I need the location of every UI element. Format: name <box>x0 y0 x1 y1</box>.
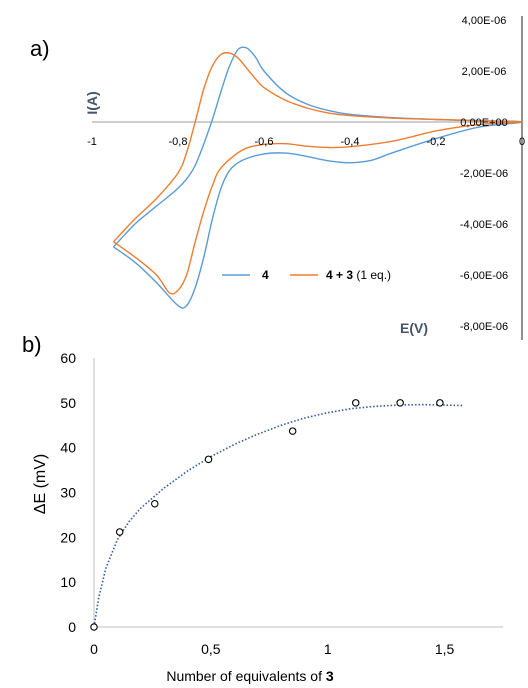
panel-b-y-tick-label: 50 <box>60 395 76 411</box>
panel-b-x-tick-label: 0 <box>90 641 98 657</box>
panel-a-label: a) <box>30 36 50 61</box>
panel-a-y-tick-label: -4,00E-06 <box>460 219 508 231</box>
panel-b-y-tick-label: 20 <box>60 529 76 545</box>
data-point <box>352 399 360 407</box>
panel-b-y-tick-label: 10 <box>60 574 76 590</box>
data-point <box>396 399 404 407</box>
data-point <box>204 455 213 464</box>
panel-a-y-tick-label: 2,00E-06 <box>462 66 507 78</box>
trendline <box>93 403 464 628</box>
legend-label-compound-4: 4 <box>262 268 269 282</box>
panel-a-x-axis-label: E(V) <box>400 320 428 336</box>
panel-a-x-tick-label: -0,8 <box>169 136 188 148</box>
panel-b-x-tick-label: 0,5 <box>201 641 221 657</box>
panel-a-x-tick-label: -0,2 <box>427 136 446 148</box>
data-point <box>288 427 297 435</box>
panel-b-chart: b) ΔE (mV) Number of equivalents of 3 0 1… <box>22 332 503 684</box>
panel-b-y-axis-label: ΔE (mV) <box>32 454 49 514</box>
panel-a-legend: 4 4 + 3 (1 eq.) <box>222 268 391 282</box>
panel-b-y-tick-label: 0 <box>68 619 76 635</box>
panel-a-y-tick-label: 0,00E+00 <box>460 117 507 129</box>
panel-b-y-tick-label: 40 <box>60 440 76 456</box>
panel-a-y-tick-label: -8,00E-06 <box>460 321 508 333</box>
panel-b-label: b) <box>22 332 42 357</box>
data-point <box>90 623 98 631</box>
data-point <box>115 528 124 536</box>
data-point <box>436 399 444 407</box>
panel-b-y-tick-label: 30 <box>60 485 76 501</box>
panel-b-x-tick-label: 1 <box>324 641 332 657</box>
panel-a-y-tick-label: -6,00E-06 <box>460 270 508 282</box>
legend-label-compound-4-plus-3: 4 + 3 (1 eq.) <box>326 268 391 282</box>
panel-a-chart: a) I(A) E(V) -1 -0,8 -0,6 -0,4 -0,2 0 4,00E-06… <box>30 15 525 340</box>
panel-a-x-tick-label: -0,6 <box>255 136 274 148</box>
panel-b-x-axis-label-text: Number of equivalents of <box>166 668 326 684</box>
panel-a-x-tick-label: 0 <box>519 136 525 148</box>
panel-b-x-tick-label: 1,5 <box>435 641 455 657</box>
panel-a-y-tick-label: 4,00E-06 <box>462 15 507 27</box>
panel-b-y-tick-label: 60 <box>60 350 76 366</box>
panel-a-x-tick-label: -1 <box>87 136 97 148</box>
data-point <box>151 499 159 508</box>
panel-b-x-axis-label-bold: 3 <box>326 668 334 684</box>
panel-a-y-tick-label: -2,00E-06 <box>460 168 508 180</box>
panel-a-y-axis-label: I(A) <box>84 91 100 114</box>
series-line-compound-4-plus-3 <box>112 51 523 295</box>
panel-a-x-tick-label: -0,4 <box>341 136 360 148</box>
panel-b-x-axis-label: Number of equivalents of 3 <box>166 668 334 684</box>
